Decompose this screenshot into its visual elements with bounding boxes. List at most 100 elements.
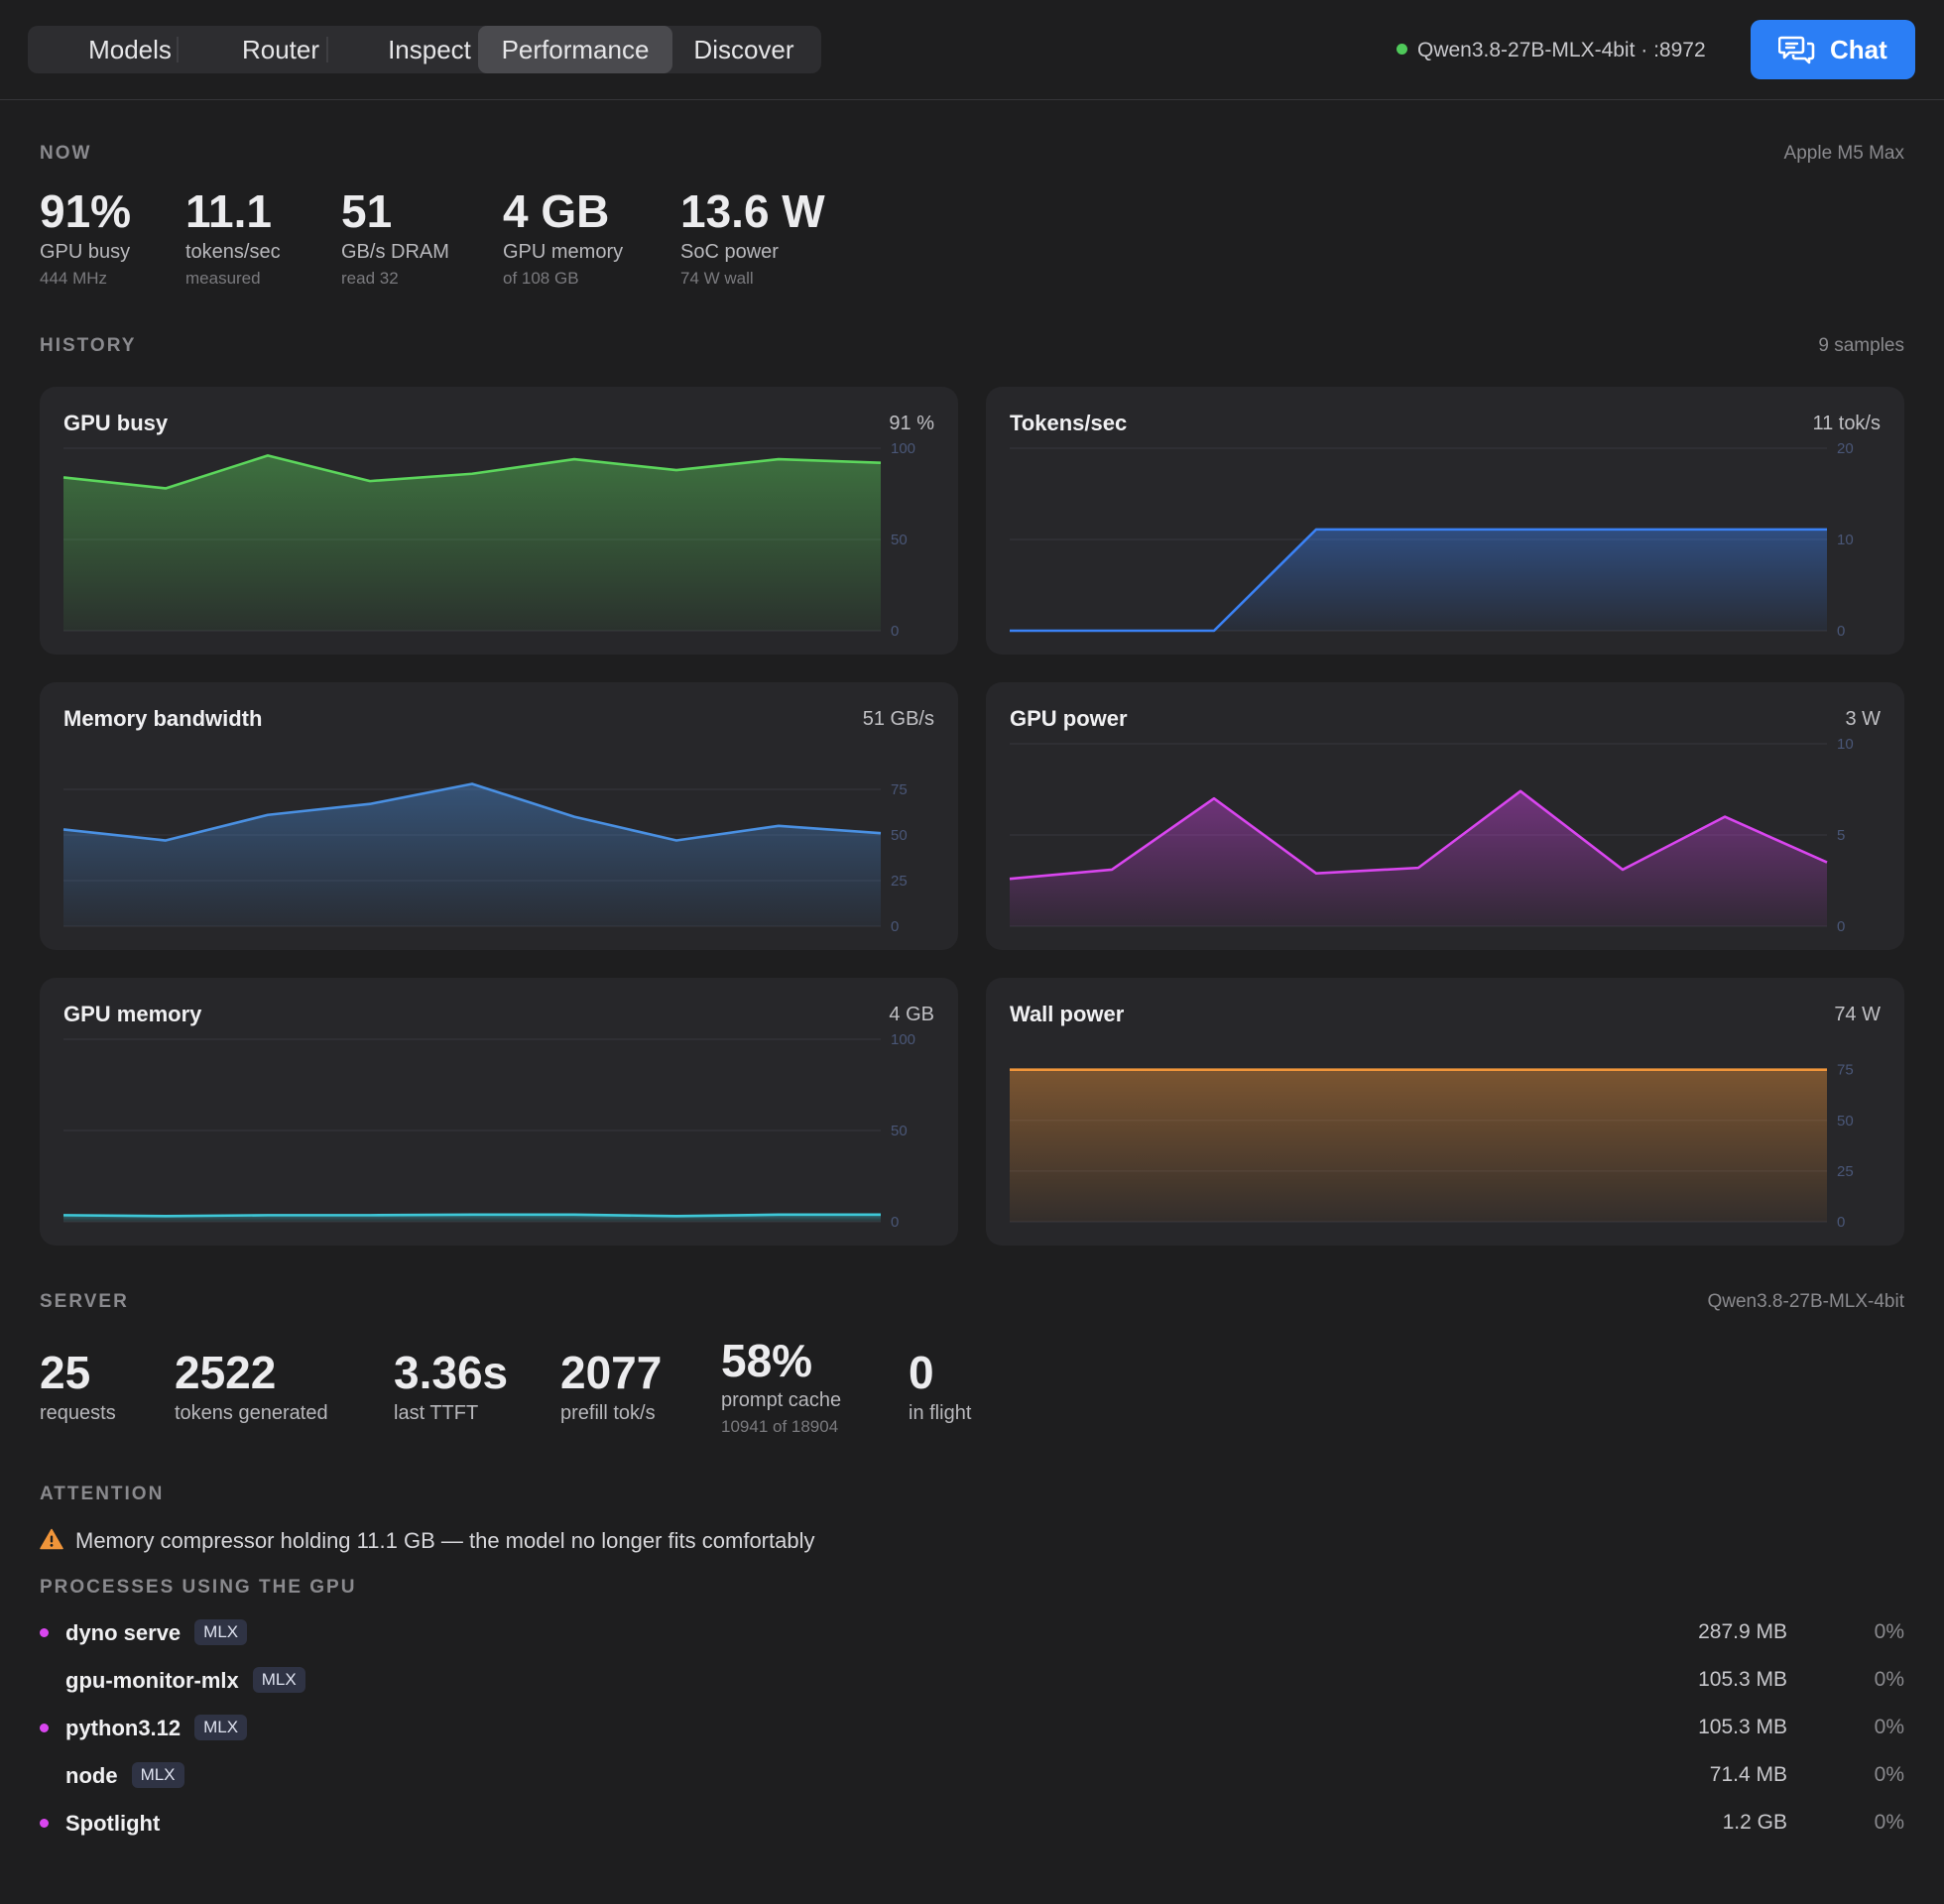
status-dot-icon: [1397, 43, 1407, 55]
processes-section-label: PROCESSES USING THE GPU: [40, 1577, 357, 1598]
attention-section-label: ATTENTION: [40, 1484, 165, 1504]
metric-label: SoC power: [680, 241, 779, 263]
process-name-text: gpu-monitor-mlx: [65, 1668, 239, 1693]
chat-bubbles-icon: [1778, 36, 1815, 64]
metric-sub: 74 W wall: [680, 269, 754, 288]
chart-title: GPU memory: [63, 1002, 202, 1026]
chart-card-tokens-sec: 0 10 20 Tokens/sec 11 tok/s: [986, 387, 1904, 654]
process-memory: 105.3 MB: [1698, 1668, 1787, 1691]
process-memory: 71.4 MB: [1709, 1763, 1787, 1786]
metric-value: 25: [40, 1347, 91, 1398]
metric-value: 58%: [721, 1335, 813, 1386]
metric-label: in flight: [909, 1402, 972, 1424]
chart-tick-label: 50: [1837, 1113, 1854, 1130]
chart-tick-label: 0: [891, 623, 899, 640]
process-row[interactable]: python3.12 MLX 105.3 MB 0%: [40, 1710, 1904, 1749]
metric-sub: 444 MHz: [40, 269, 108, 288]
chart-tick-label: 100: [891, 1031, 915, 1048]
chart-tick-label: 75: [891, 781, 908, 798]
chart-card-gpu-power: 0 5 10 GPU power 3 W: [986, 682, 1904, 950]
tab-router[interactable]: Router: [241, 35, 320, 64]
metric-label: prefill tok/s: [560, 1402, 656, 1424]
chart-tick-label: 50: [891, 1123, 908, 1139]
process-name: gpu-monitor-mlx MLX: [65, 1667, 305, 1695]
chart-current-value: 4 GB: [889, 1004, 934, 1025]
metric-sub: 10941 of 18904: [721, 1417, 839, 1436]
chart-tick-label: 0: [1837, 1214, 1845, 1231]
server-model-name: Qwen3.8-27B-MLX-4bit: [1707, 1291, 1904, 1312]
metric-label: tokens generated: [175, 1402, 328, 1424]
chart-series-line: [62, 1213, 881, 1218]
chart-gpu-busy: 0 50 100: [62, 440, 915, 640]
metric-value: 2522: [175, 1347, 277, 1398]
history-section-label: HISTORY: [40, 335, 137, 356]
metric-sub: read 32: [341, 269, 399, 288]
metric-value: 11.1: [185, 185, 272, 237]
process-gpu-percent: 0%: [1874, 1716, 1904, 1738]
chart-tick-label: 0: [1837, 918, 1845, 935]
metric-label: tokens/sec: [185, 241, 281, 263]
process-gpu-percent: 0%: [1874, 1668, 1904, 1691]
chart-tick-label: 100: [891, 440, 915, 457]
tab-models[interactable]: Models: [88, 35, 172, 64]
process-gpu-percent: 0%: [1874, 1620, 1904, 1643]
chart-title: Tokens/sec: [1010, 411, 1128, 435]
tab-performance[interactable]: Performance: [478, 26, 672, 73]
metric-value: 4 GB: [503, 185, 610, 237]
chart-wall-power: 0 25 50 75: [1009, 1062, 1854, 1231]
process-row[interactable]: dyno serve MLX 287.9 MB 0%: [40, 1614, 1904, 1654]
chart-card-gpu-memory: 0 50 100 GPU memory 4 GB: [40, 978, 958, 1246]
process-row[interactable]: Spotlight 1.2 GB 0%: [40, 1805, 1904, 1844]
process-row[interactable]: node MLX 71.4 MB 0%: [40, 1757, 1904, 1797]
tab-discover[interactable]: Discover: [693, 35, 794, 64]
tab-separator: [326, 37, 328, 62]
chat-button-label: Chat: [1830, 35, 1887, 64]
metric-value: 51: [341, 185, 393, 237]
chart-gpu-memory: 0 50 100: [62, 1031, 915, 1231]
chart-tick-label: 25: [1837, 1163, 1854, 1180]
top-bar: Models Router Inspect Performance Discov…: [0, 0, 1944, 100]
chart-area: [63, 783, 881, 926]
chart-gpu-power: 0 5 10: [1009, 736, 1854, 935]
chat-button[interactable]: Chat: [1751, 20, 1915, 79]
metric-label: GB/s DRAM: [341, 241, 449, 263]
metric-value: 2077: [560, 1347, 663, 1398]
chart-current-value: 3 W: [1845, 708, 1881, 730]
server-section-label: SERVER: [40, 1291, 129, 1312]
metric-label: requests: [40, 1402, 116, 1424]
chart-tick-label: 50: [891, 532, 908, 548]
chart-card-memory-bandwidth: 0 25 50 75 Memory bandwidth 51 GB/s: [40, 682, 958, 950]
tab-inspect[interactable]: Inspect: [388, 35, 471, 64]
metric-sub: of 108 GB: [503, 269, 579, 288]
attention-message: Memory compressor holding 11.1 GB — the …: [75, 1528, 815, 1553]
chart-current-value: 51 GB/s: [862, 708, 934, 730]
chart-area: [1010, 529, 1827, 631]
chart-current-value: 74 W: [1834, 1004, 1881, 1025]
process-row[interactable]: gpu-monitor-mlx MLX 105.3 MB 0%: [40, 1662, 1904, 1702]
process-active-dot-icon: [40, 1628, 49, 1637]
chart-area: [1010, 1069, 1827, 1222]
metric-label: GPU memory: [503, 241, 624, 263]
chart-area: [63, 455, 881, 631]
chart-tick-label: 25: [891, 873, 908, 890]
chart-tick-label: 20: [1837, 440, 1854, 457]
chart-memory-bandwidth: 0 25 50 75: [62, 781, 908, 935]
chart-card-wall-power: 0 25 50 75 Wall power 74 W: [986, 978, 1904, 1246]
process-memory: 1.2 GB: [1722, 1811, 1787, 1834]
chart-tick-label: 0: [891, 918, 899, 935]
process-name: dyno serve MLX: [65, 1619, 248, 1647]
metric-sub: measured: [185, 269, 261, 288]
chart-tick-label: 75: [1837, 1062, 1854, 1079]
chart-current-value: 91 %: [889, 413, 934, 434]
metric-label: last TTFT: [394, 1402, 479, 1424]
process-name-text: Spotlight: [65, 1811, 161, 1836]
attention-alert: Memory compressor holding 11.1 GB — the …: [40, 1525, 814, 1557]
chart-tick-label: 50: [891, 827, 908, 844]
process-name: Spotlight: [65, 1811, 160, 1837]
server-status: Qwen3.8-27B-MLX-4bit · :8972: [1397, 36, 1706, 65]
chart-tokens-sec: 0 10 20: [1009, 440, 1854, 640]
metric-label: GPU busy: [40, 241, 131, 263]
history-sample-count: 9 samples: [1818, 335, 1904, 356]
process-framework-badge: MLX: [194, 1619, 248, 1646]
process-active-dot-icon: [40, 1819, 49, 1828]
